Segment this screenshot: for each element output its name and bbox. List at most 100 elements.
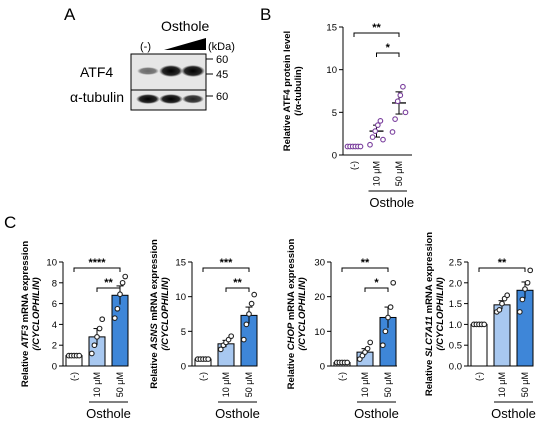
data-point	[217, 346, 224, 353]
x-tick-label: (-)	[198, 372, 208, 381]
data-point	[522, 286, 528, 292]
data-point	[114, 305, 121, 312]
y-tick-label: 30	[314, 258, 325, 269]
band-atf4-10um	[159, 65, 183, 77]
panel-label-a: A	[64, 5, 76, 24]
data-point	[364, 345, 371, 352]
data-point	[382, 328, 389, 335]
marker-atf4-45: 45	[216, 69, 228, 81]
significance-label: **	[233, 277, 242, 289]
data-point	[88, 350, 95, 357]
data-point	[243, 321, 250, 328]
y-tick-label: 10	[46, 258, 57, 269]
significance-bracket	[478, 267, 526, 272]
data-point	[380, 136, 386, 143]
y-tick-label: 2	[52, 341, 57, 352]
data-point	[119, 279, 126, 286]
x-tick-label: 10 μM	[92, 372, 102, 397]
blot-row-label-atf4: ATF4	[80, 64, 113, 80]
significance-bracket	[364, 287, 389, 292]
panel-label-c: C	[4, 213, 16, 232]
data-point	[248, 300, 255, 307]
data-point	[367, 141, 373, 148]
data-point	[499, 300, 505, 307]
data-point	[379, 342, 386, 349]
significance-bracket	[353, 32, 400, 37]
y-axis-label: Relative ASNS mRNA expression	[149, 239, 160, 389]
x-tick-label: 50 μM	[383, 372, 393, 397]
y-tick-label: 15	[326, 23, 337, 34]
x-tick-label: 50 μM	[394, 161, 404, 186]
y-axis-label: Relative CHOP mRNA expression	[286, 238, 297, 389]
y-tick-label: 6	[52, 299, 57, 310]
marker-tubulin-60: 60	[216, 91, 228, 103]
chart-atf3: 0 2 4 6 8 10 Relative ATF3 mRNA expression (/CY…	[20, 241, 131, 421]
x-tick-label: 10 μM	[372, 161, 382, 186]
band-atf4-50um	[181, 65, 205, 77]
significance-bracket	[73, 267, 121, 272]
significance-label: ****	[88, 257, 106, 269]
y-tick-label: 20	[314, 292, 325, 303]
y-axis-label-unit: (/CYCLOPHILIN)	[31, 277, 42, 350]
y-tick-label: 4	[52, 320, 57, 331]
significance-bracket	[341, 267, 389, 272]
x-tick-label: 10 μM	[497, 372, 507, 397]
y-tick-label: 10	[314, 327, 325, 338]
data-point	[367, 339, 374, 346]
data-point	[377, 118, 384, 124]
x-tick-label: 50 μM	[115, 372, 125, 397]
y-axis-label-unit: (/CYCLOPHILIN)	[297, 277, 308, 350]
y-tick-label: 0	[320, 362, 325, 373]
data-point	[76, 352, 83, 359]
data-point	[251, 291, 258, 298]
y-tick-label: 1.5	[449, 299, 462, 310]
significance-label: **	[498, 257, 507, 269]
y-tick-label: 2.0	[449, 278, 462, 289]
y-tick-label: 0.5	[449, 341, 462, 352]
data-point	[372, 128, 379, 134]
significance-label: *	[374, 277, 379, 289]
y-axis-label: Relative SLC7A11 mRNA expression	[424, 232, 435, 396]
significance-label: **	[361, 257, 370, 269]
x-tick-label: 50 μM	[244, 372, 254, 397]
data-point	[374, 122, 381, 128]
band-tubulin-50um	[182, 94, 204, 104]
y-axis-label: Relative ATF4 protein level	[282, 31, 293, 151]
data-point	[228, 333, 235, 340]
data-point	[387, 304, 394, 310]
data-point	[369, 134, 376, 140]
group-label: Osthole	[491, 406, 536, 421]
y-tick-label: 5	[332, 108, 337, 119]
data-point	[394, 98, 401, 105]
significance-bracket	[96, 287, 121, 292]
bar	[516, 289, 534, 367]
data-point	[91, 342, 98, 349]
x-tick-label: (-)	[349, 161, 359, 170]
chart-chop: 0 10 20 30 Relative CHOP mRNA expression (/CY…	[286, 238, 399, 421]
y-axis-label-unit: (/CYCLOPHILIN)	[160, 277, 171, 350]
group-label: Osthole	[86, 406, 131, 421]
group-label: Osthole	[354, 406, 399, 421]
data-point	[240, 336, 247, 343]
data-point	[344, 359, 351, 366]
data-point	[122, 273, 129, 280]
data-point	[481, 321, 488, 328]
x-tick-label: 10 μM	[360, 372, 370, 397]
data-point	[392, 116, 398, 123]
data-point	[516, 309, 523, 315]
chart-atf4-protein: 0 5 10 15 Relative ATF4 protein level (/α-tub…	[282, 22, 414, 210]
dose-wedge	[164, 38, 206, 50]
data-point	[527, 267, 534, 274]
y-tick-label: 0	[332, 151, 337, 162]
significance-label: **	[372, 22, 381, 34]
y-tick-label: 0	[181, 362, 186, 373]
significance-bracket	[225, 287, 250, 292]
y-tick-label: 10	[326, 65, 337, 76]
y-tick-label: 0.0	[449, 362, 462, 373]
band-tubulin-10um	[159, 94, 183, 104]
blot-lane-control: (-)	[140, 41, 151, 53]
y-tick-label: 8	[52, 278, 57, 289]
data-point	[524, 279, 531, 286]
y-tick-label: 0	[52, 362, 57, 373]
